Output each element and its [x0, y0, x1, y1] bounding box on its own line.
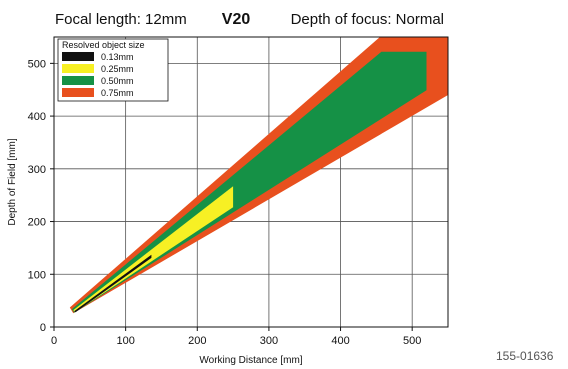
legend-label: 0.13mm: [101, 52, 134, 62]
figure-code: 155-01636: [496, 349, 554, 363]
x-tick-label: 400: [331, 335, 349, 347]
title-model: V20: [222, 11, 251, 28]
y-tick-label: 400: [28, 111, 46, 123]
x-tick-label: 200: [188, 335, 206, 347]
y-tick-label: 100: [28, 269, 46, 281]
title-focal-length: Focal length: 12mm: [55, 11, 187, 28]
legend-swatch: [62, 64, 94, 73]
legend-label: 0.25mm: [101, 64, 134, 74]
title-depth-of-focus: Depth of focus: Normal: [291, 11, 444, 28]
x-tick-label: 500: [403, 335, 421, 347]
y-tick-label: 500: [28, 58, 46, 70]
plot-frame: [53, 36, 449, 328]
legend-items: 0.13mm 0.25mm 0.50mm 0.75mm: [62, 52, 134, 98]
x-tick-label: 300: [260, 335, 278, 347]
dof-region-025mm: [73, 186, 234, 313]
legend-swatch: [62, 76, 94, 85]
y-tick-label: 0: [40, 322, 46, 334]
y-axis-label: Depth of Field [mm]: [7, 138, 18, 225]
y-tick-label: 200: [28, 217, 46, 229]
legend-title: Resolved object size: [62, 40, 145, 50]
x-tick-label: 100: [116, 335, 134, 347]
legend-swatch: [62, 88, 94, 97]
axis-ticks: 0 100 200 300 400 500 0 100 200 300 400 500: [28, 58, 422, 347]
legend-label: 0.75mm: [101, 88, 134, 98]
legend-label: 0.50mm: [101, 76, 134, 86]
legend: Resolved object size 0.13mm0.25mm0.50mm0…: [57, 38, 169, 102]
dof-regions: [69, 37, 449, 314]
x-axis-label: Working Distance [mm]: [199, 355, 302, 366]
dof-region-013mm: [74, 254, 152, 313]
legend-swatch: [62, 52, 94, 61]
y-tick-label: 300: [28, 164, 46, 176]
x-tick-label: 0: [51, 335, 57, 347]
